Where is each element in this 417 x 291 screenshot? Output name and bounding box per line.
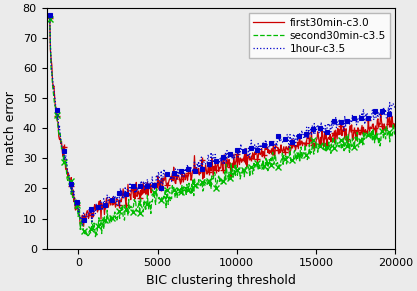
Line: second30min-c3.5: second30min-c3.5 (50, 19, 395, 237)
1hour-c3.5 (80, 224, 85, 227)
first30min-c3.0 (47, 16, 52, 20)
1hour-c3.5 (254, 145, 259, 148)
first30min-c3.0 (235, 166, 240, 169)
X-axis label: BIC clustering threshold: BIC clustering threshold (146, 274, 296, 287)
first30min-c3.0 (254, 150, 259, 154)
1hour-c3.5 (212, 157, 217, 160)
second30min-c3.5 (47, 17, 52, 21)
second30min-c3.5 (214, 183, 219, 187)
1hour-c3.5 (385, 116, 390, 120)
1hour-c3.5 (235, 149, 240, 153)
first30min-c3.0 (81, 225, 86, 228)
Line: first30min-c3.0: first30min-c3.0 (50, 18, 395, 226)
first30min-c3.0 (214, 165, 219, 169)
first30min-c3.0 (331, 132, 336, 135)
first30min-c3.0 (393, 127, 398, 130)
Y-axis label: match error: match error (4, 91, 17, 165)
second30min-c3.5 (393, 127, 398, 131)
first30min-c3.0 (212, 168, 217, 172)
first30min-c3.0 (385, 115, 390, 118)
Line: 1hour-c3.5: 1hour-c3.5 (50, 15, 395, 226)
second30min-c3.5 (254, 166, 259, 169)
1hour-c3.5 (214, 159, 219, 162)
1hour-c3.5 (331, 120, 336, 123)
second30min-c3.5 (93, 235, 98, 238)
1hour-c3.5 (393, 107, 398, 110)
second30min-c3.5 (235, 173, 240, 177)
second30min-c3.5 (385, 132, 390, 136)
second30min-c3.5 (331, 146, 336, 150)
second30min-c3.5 (212, 171, 217, 174)
Legend: first30min-c3.0, second30min-c3.5, 1hour-c3.5: first30min-c3.0, second30min-c3.5, 1hour… (249, 13, 390, 58)
1hour-c3.5 (47, 13, 52, 17)
